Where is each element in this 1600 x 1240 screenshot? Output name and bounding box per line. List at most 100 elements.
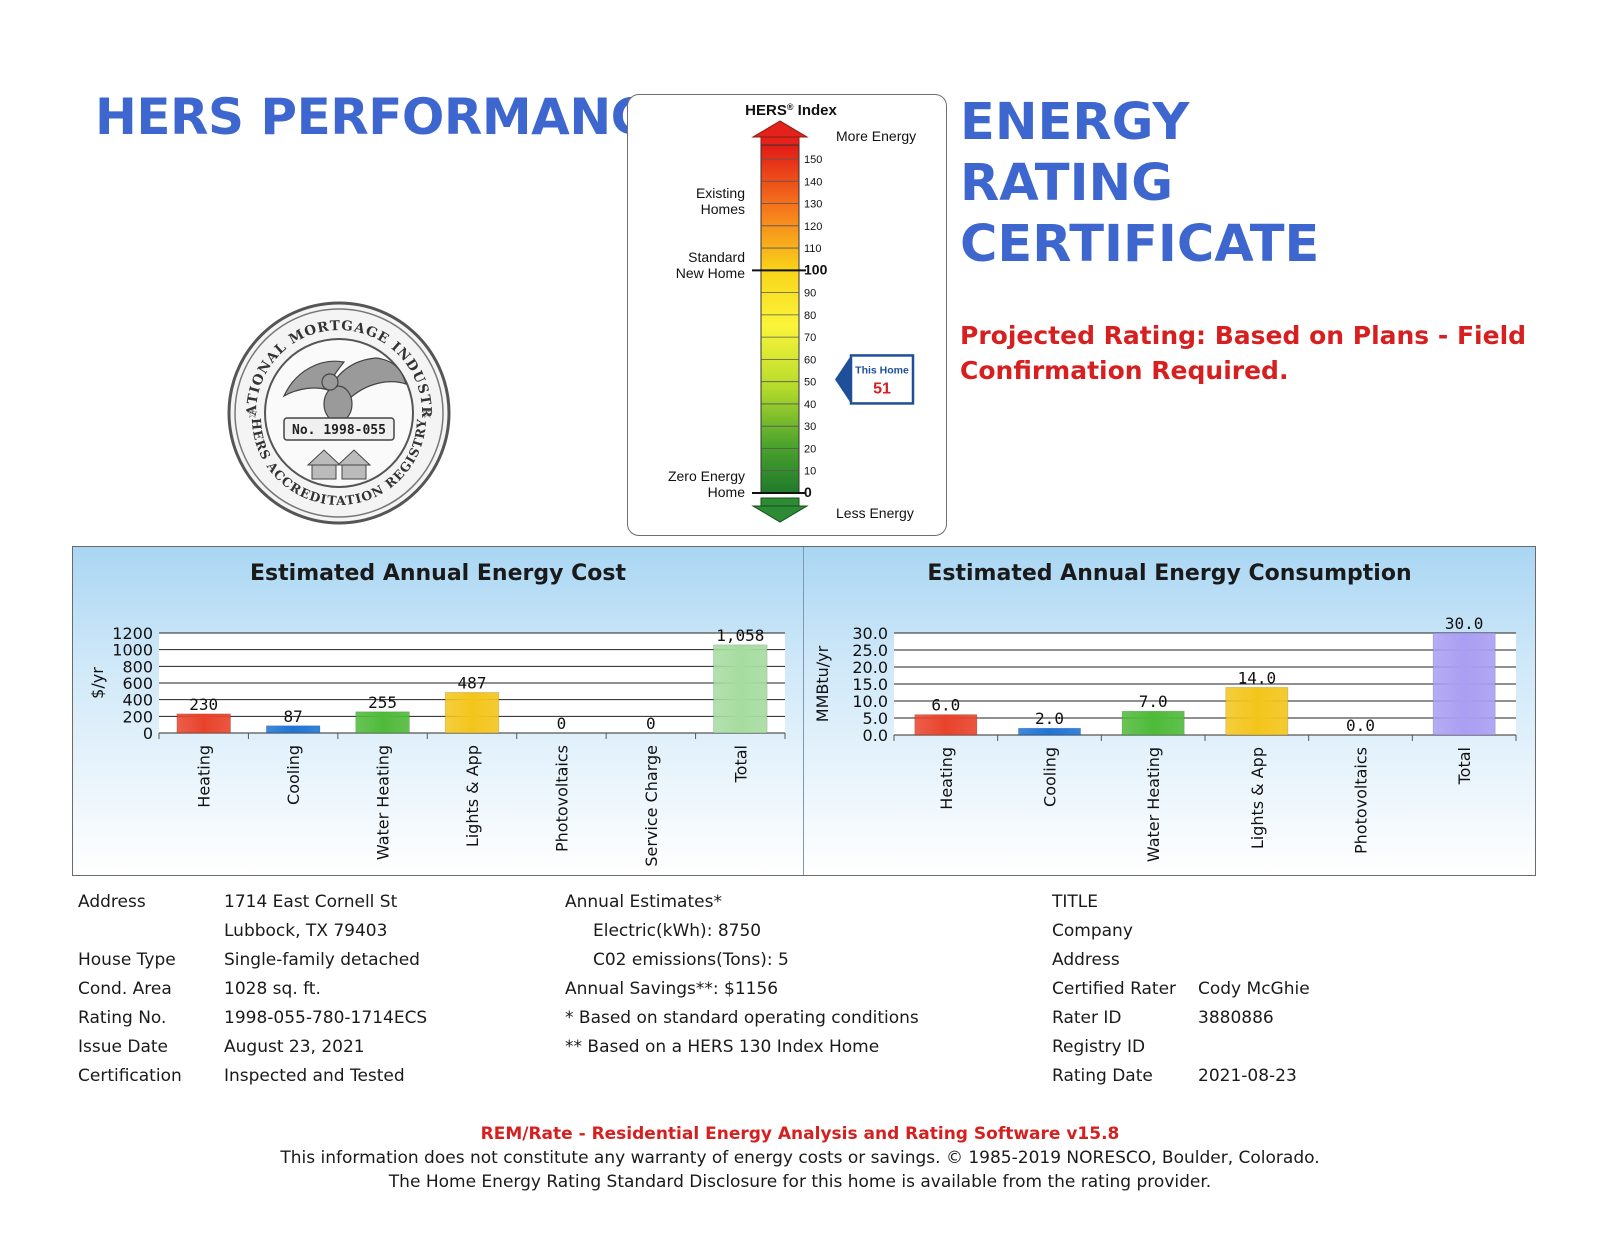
bar-value-label: 0 — [646, 714, 656, 733]
hers-tick-label: 10 — [804, 466, 816, 478]
y-tick-label: 20.0 — [852, 658, 888, 677]
hers-tick-label: 50 — [804, 377, 816, 389]
hers-tick-label: 60 — [804, 354, 816, 366]
hers-tick-label: 110 — [804, 243, 822, 255]
address-label: Address — [78, 892, 146, 912]
disclosure-note: The Home Energy Rating Standard Disclosu… — [388, 1172, 1212, 1192]
more-energy-label: More Energy — [836, 128, 916, 144]
cost-chart-panel: Estimated Annual Energy Cost 0 200 400 600 8… — [73, 547, 804, 875]
y-tick-label: 400 — [122, 691, 153, 710]
y-axis-label: $/yr — [88, 667, 107, 699]
category-label: Photovoltaics — [1352, 747, 1371, 854]
cond-area-value: 1028 sq. ft. — [224, 979, 321, 999]
house-type-value: Single-family detached — [224, 950, 420, 970]
hers-tick-label: 150 — [804, 154, 822, 166]
rating-date-label: Rating Date — [1052, 1066, 1153, 1086]
bar — [444, 692, 500, 734]
certification-label: Certification — [78, 1066, 182, 1086]
category-label: Total — [731, 745, 750, 783]
category-label: Heating — [195, 745, 214, 808]
category-label: Cooling — [284, 745, 303, 805]
bar — [914, 714, 978, 736]
eagle-icon — [282, 357, 407, 423]
bar — [265, 725, 321, 734]
hers-index-scale: HERS® Index More Energy 150 140 130 120 110 1… — [668, 102, 916, 523]
page-title-left: HERS PERFORMANCE — [95, 88, 681, 146]
address-line-1: 1714 East Cornell St — [224, 892, 398, 912]
bar — [1017, 727, 1081, 736]
hers-tick-label: 30 — [804, 421, 816, 433]
rater-company: Company — [1052, 921, 1133, 941]
issue-date-label: Issue Date — [78, 1037, 168, 1057]
software-credit: REM/Rate - Residential Energy Analysis a… — [480, 1124, 1120, 1144]
co2-emissions: C02 emissions(Tons): 5 — [593, 950, 789, 970]
certification-value: Inspected and Tested — [224, 1066, 405, 1086]
bar — [355, 711, 410, 734]
more-energy-arrow-stem — [760, 136, 800, 146]
category-label: Heating — [937, 747, 956, 810]
y-tick-label: 10.0 — [852, 692, 888, 711]
category-label: Lights & App — [1248, 747, 1267, 849]
existing-homes-label: Existing Homes — [696, 185, 745, 217]
y-tick-label: 800 — [122, 657, 153, 676]
y-tick-label: 25.0 — [852, 641, 888, 660]
hers-scale-bar — [760, 144, 800, 494]
y-tick-label: 200 — [122, 707, 153, 726]
cost-chart-title: Estimated Annual Energy Cost — [250, 561, 626, 586]
bar-value-label: 0.0 — [1346, 716, 1375, 735]
warranty-disclaimer: This information does not constitute any… — [280, 1148, 1320, 1168]
accreditation-seal: NATIONAL MORTGAGE INDUSTRY HERS ACCREDIT… — [219, 288, 452, 526]
energy-charts: Estimated Annual Energy Cost 0 200 400 600 8… — [72, 546, 1536, 876]
seal-graphic: NATIONAL MORTGAGE INDUSTRY HERS ACCREDIT… — [219, 288, 451, 525]
y-tick-label: 1200 — [112, 624, 153, 643]
certified-rater-value: Cody McGhie — [1198, 979, 1310, 999]
y-tick-label: 5.0 — [863, 709, 888, 728]
category-label: Water Heating — [1144, 747, 1163, 862]
cost-chart: 020040060080010001200$/yr230Heating87Coo… — [88, 624, 786, 867]
hers-tick-label: 80 — [804, 310, 816, 322]
less-energy-arrow-stem — [760, 497, 800, 507]
bar — [1225, 686, 1289, 736]
seal-star-left: ☆ — [246, 406, 259, 422]
bar-value-label: 30.0 — [1445, 614, 1484, 633]
this-home-marker: This Home 51 — [835, 354, 915, 405]
hers-index-title: HERS® Index — [745, 102, 837, 119]
rating-no-value: 1998-055-780-1714ECS — [224, 1008, 428, 1028]
bar-value-label: 7.0 — [1139, 692, 1168, 711]
registry-id-label: Registry ID — [1052, 1037, 1146, 1057]
more-energy-arrow-icon — [751, 120, 809, 138]
less-energy-arrow-icon — [751, 505, 809, 523]
projected-rating-note: Projected Rating: Based on Plans - Field… — [960, 321, 1527, 385]
electric-kwh: Electric(kWh): 8750 — [593, 921, 762, 941]
rater-id-label: Rater ID — [1052, 1008, 1122, 1028]
bar-value-label: 2.0 — [1035, 709, 1064, 728]
hers-tick-label: 0 — [804, 484, 812, 500]
zero-energy-home-label: Zero Energy Home — [668, 468, 745, 500]
y-tick-label: 0 — [143, 724, 153, 743]
rater-address: Address — [1052, 950, 1120, 970]
category-label: Photovoltaics — [552, 745, 571, 852]
standard-new-home-label: Standard New Home — [676, 249, 745, 281]
bar-value-label: 230 — [189, 695, 218, 714]
bar-value-label: 255 — [368, 693, 397, 712]
hers-tick-label: 90 — [804, 288, 816, 300]
annual-savings: Annual Savings**: $1156 — [565, 979, 779, 999]
bar-value-label: 487 — [458, 673, 487, 692]
certified-rater-label: Certified Rater — [1052, 979, 1177, 999]
category-label: Cooling — [1041, 747, 1060, 807]
less-energy-label: Less Energy — [836, 505, 914, 521]
rater-id-value: 3880886 — [1198, 1008, 1274, 1028]
annual-estimates-heading: Annual Estimates* — [565, 892, 722, 912]
bar — [1121, 710, 1185, 736]
y-axis-label: MMBtu/yr — [813, 645, 832, 722]
rating-date-value: 2021-08-23 — [1198, 1066, 1297, 1086]
hers-tick-label: 40 — [804, 399, 816, 411]
category-label: Service Charge — [642, 745, 661, 867]
hers-index-panel: HERS® Index More Energy 150 140 130 120 110 1… — [627, 94, 947, 536]
consumption-chart-title: Estimated Annual Energy Consumption — [927, 561, 1412, 586]
title-line-2: RATING — [960, 154, 1174, 213]
hers-tick-label: 130 — [804, 199, 822, 211]
bar-value-label: 0 — [557, 714, 567, 733]
this-home-box — [849, 354, 915, 405]
